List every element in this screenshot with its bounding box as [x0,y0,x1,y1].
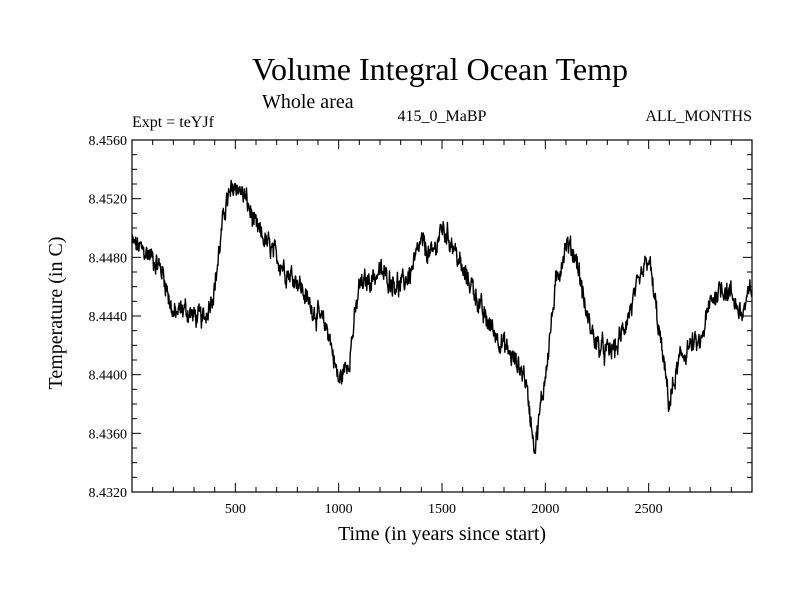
y-tick-label: 8.4400 [89,369,128,384]
y-tick-label: 8.4560 [89,134,128,149]
x-tick-label: 2000 [531,502,559,517]
y-axis-label: Temperature (in C) [45,237,67,390]
chart-title: Volume Integral Ocean Temp [252,51,628,87]
y-tick-label: 8.4360 [89,427,128,442]
temperature-series-line [131,179,753,455]
months-label: ALL_MONTHS [645,108,752,125]
y-tick-label: 8.4480 [89,251,128,266]
period-label: 415_0_MaBP [398,108,487,125]
y-tick-label: 8.4320 [89,486,128,501]
x-axis-label: Time (in years since start) [338,523,546,545]
chart-subtitle: Whole area [262,91,354,113]
x-axis-ticks: 500 1000 1500 2000 2500 [152,140,732,517]
y-tick-label: 8.4520 [89,193,128,208]
x-tick-label: 1000 [325,502,353,517]
x-tick-label: 2500 [635,502,663,517]
plot-frame [131,139,753,493]
experiment-label: Expt = teYJf [132,114,215,131]
y-tick-label: 8.4440 [89,310,128,325]
x-tick-label: 500 [225,502,246,517]
x-tick-label: 1500 [428,502,456,517]
